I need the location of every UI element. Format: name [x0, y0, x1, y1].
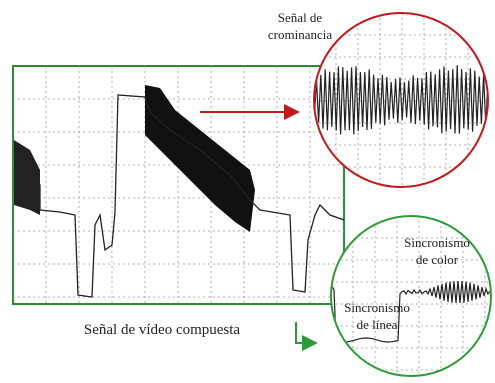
label: crominancia — [268, 27, 332, 42]
label: Sincronismo — [344, 300, 410, 315]
composite-scope — [13, 66, 344, 304]
label: de línea — [357, 317, 398, 332]
oscilloscope-diagram: Señal de crominancia Señal de vídeo comp… — [0, 0, 495, 383]
label: Señal de — [278, 10, 323, 25]
label: Sincronismo — [404, 235, 470, 250]
scope-frame — [13, 66, 344, 304]
label: de color — [416, 252, 459, 267]
chroma-zoom — [312, 13, 488, 187]
label: Señal de vídeo compuesta — [84, 322, 241, 338]
green-arrow — [296, 322, 316, 343]
